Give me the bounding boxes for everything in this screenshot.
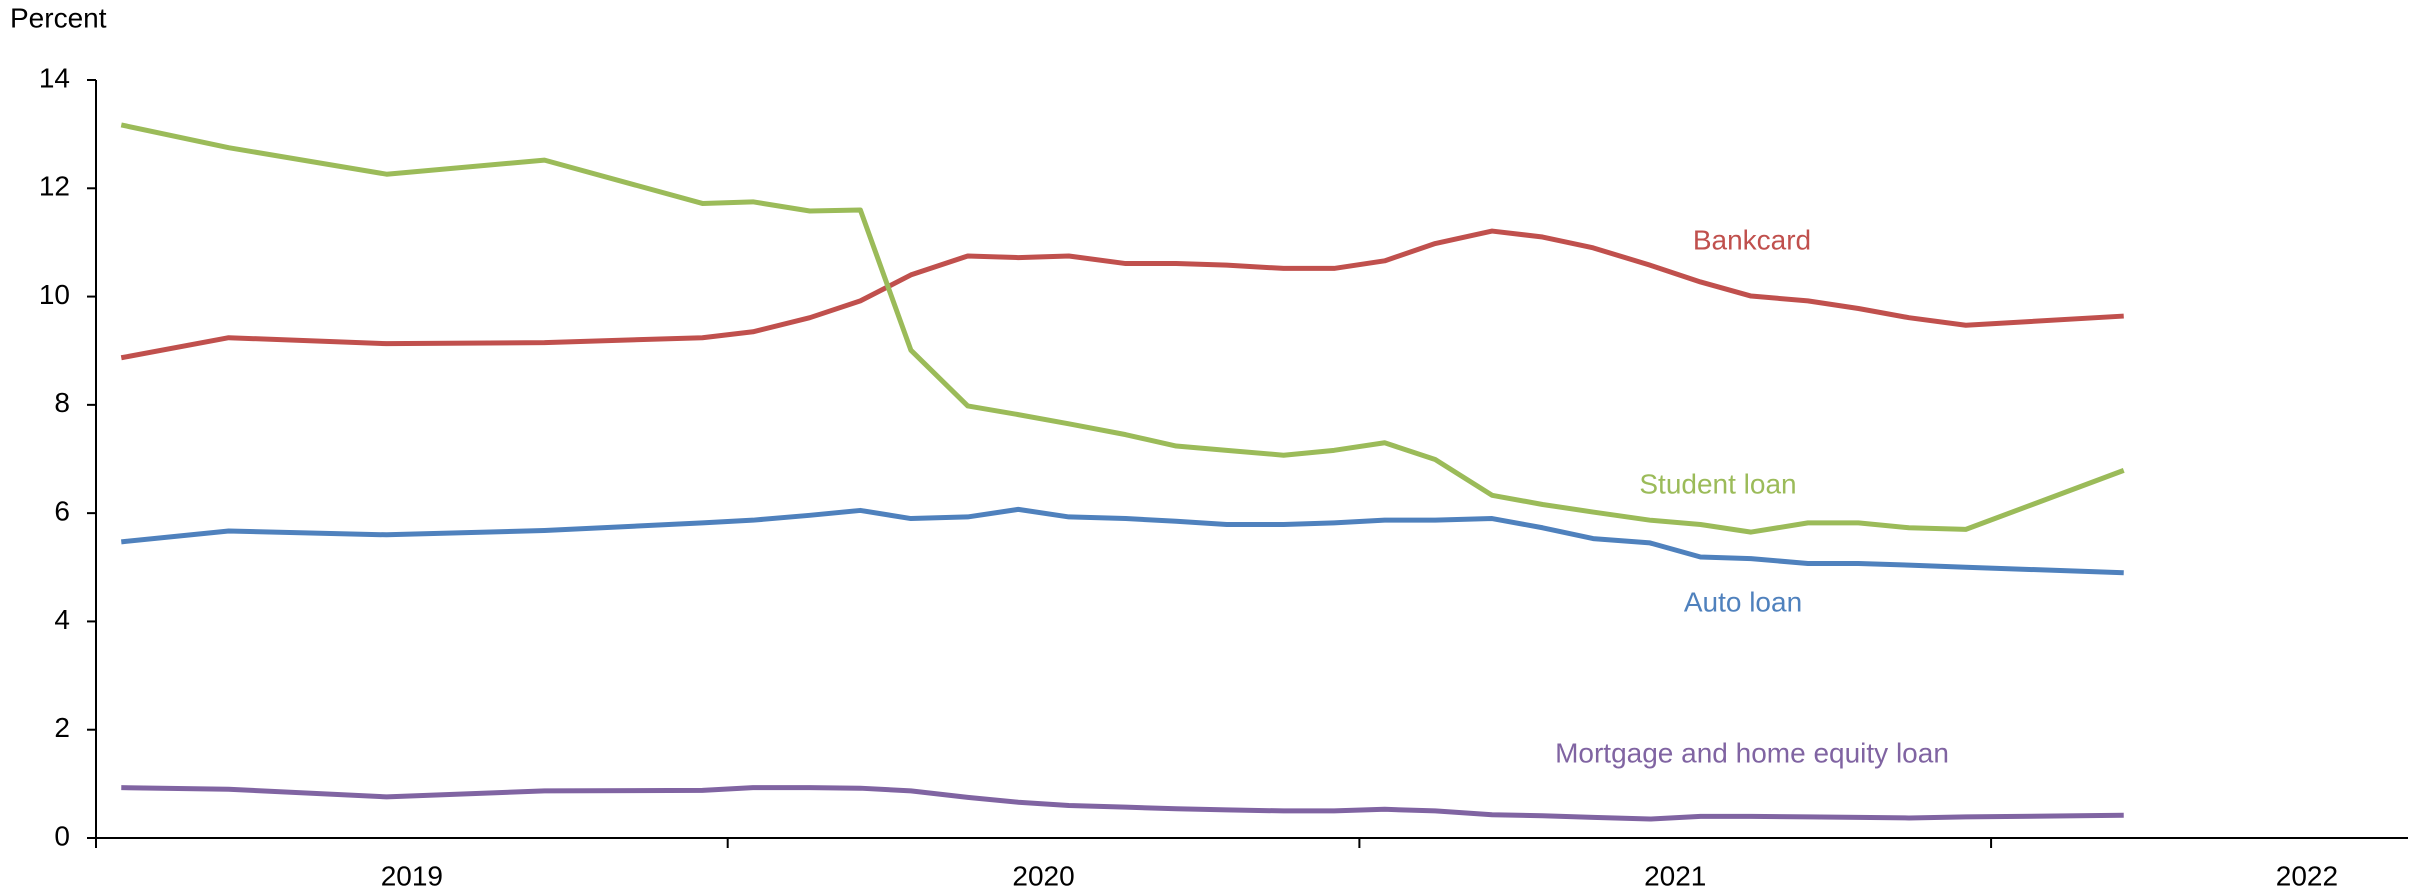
y-tick-label: 2 bbox=[54, 712, 70, 743]
y-axis-label: Percent bbox=[10, 2, 107, 33]
x-tick-label: 2019 bbox=[381, 860, 443, 891]
series-label: Student loan bbox=[1639, 468, 1796, 499]
x-tick-label: 2020 bbox=[1012, 860, 1074, 891]
series-line bbox=[121, 506, 2124, 576]
y-tick-label: 10 bbox=[39, 279, 70, 310]
y-tick-label: 0 bbox=[54, 820, 70, 851]
series-label: Auto loan bbox=[1684, 586, 1802, 617]
series-line bbox=[120, 228, 2124, 361]
series-label: Bankcard bbox=[1693, 224, 1811, 255]
y-tick-label: 4 bbox=[54, 604, 70, 635]
y-tick-label: 14 bbox=[39, 62, 70, 93]
series-line bbox=[121, 785, 2124, 822]
y-tick-label: 8 bbox=[54, 387, 70, 418]
series-label: Mortgage and home equity loan bbox=[1555, 737, 1949, 768]
x-tick-label: 2021 bbox=[1644, 860, 1706, 891]
series-line bbox=[120, 122, 2125, 535]
y-tick-label: 6 bbox=[54, 496, 70, 527]
x-tick-label: 2022 bbox=[2276, 860, 2338, 891]
y-tick-label: 12 bbox=[39, 171, 70, 202]
